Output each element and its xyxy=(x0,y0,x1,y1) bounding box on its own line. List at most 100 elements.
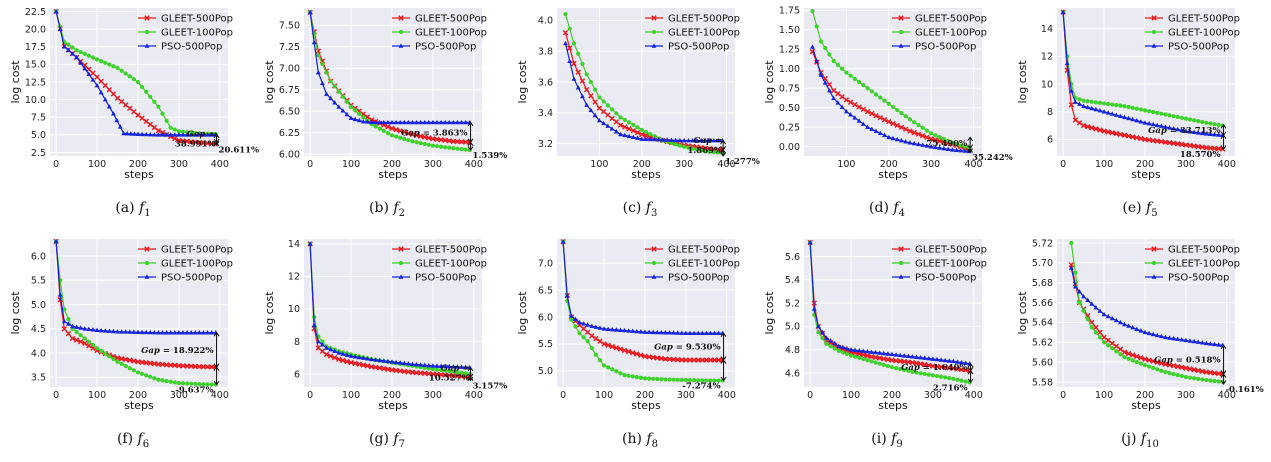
data-point xyxy=(1211,145,1218,152)
data-point xyxy=(393,359,399,365)
data-point xyxy=(820,335,825,341)
data-point xyxy=(1142,120,1148,125)
x-tick-label: 100 xyxy=(342,159,360,170)
data-point xyxy=(1216,132,1222,137)
data-point xyxy=(609,107,615,112)
gap-arrowhead xyxy=(967,362,974,368)
data-point xyxy=(434,136,440,143)
data-point xyxy=(584,329,591,335)
chart-svg: 100 200 300 400 0.00 0.25 0.50 0.75 1.00 1.25 1.50… xyxy=(763,6,1013,181)
data-point xyxy=(916,141,921,147)
data-point xyxy=(332,348,338,354)
data-point xyxy=(869,110,875,117)
data-point xyxy=(679,330,685,335)
data-point xyxy=(903,114,908,119)
data-point xyxy=(1187,366,1193,372)
data-point xyxy=(1084,123,1091,130)
data-point xyxy=(699,330,705,335)
x-axis-label: steps xyxy=(631,168,661,181)
caption-subscript: 2 xyxy=(398,207,405,219)
data-point xyxy=(127,329,133,334)
data-point xyxy=(712,378,717,383)
data-point xyxy=(143,118,149,125)
data-point xyxy=(1085,317,1090,322)
data-point xyxy=(1130,134,1136,140)
data-point xyxy=(86,343,92,349)
data-point xyxy=(571,60,577,67)
data-point xyxy=(1068,262,1075,268)
data-point xyxy=(848,73,853,78)
y-tick-label: 3.8 xyxy=(538,46,553,57)
gap-arrowhead xyxy=(213,366,220,371)
data-point xyxy=(196,363,203,370)
data-point xyxy=(563,12,568,17)
data-point xyxy=(389,125,395,132)
data-point xyxy=(609,326,615,332)
legend-marker xyxy=(651,260,657,266)
data-point xyxy=(1199,368,1205,375)
data-point xyxy=(94,82,100,88)
data-point xyxy=(98,89,104,95)
caption-label: (f) xyxy=(116,431,138,447)
data-point xyxy=(62,307,67,312)
data-point xyxy=(1117,346,1124,352)
data-point xyxy=(1151,365,1156,371)
caption-subscript: 7 xyxy=(398,438,405,450)
data-point xyxy=(1130,116,1136,122)
data-point xyxy=(127,74,132,79)
data-point xyxy=(1183,142,1189,148)
data-point xyxy=(1068,265,1074,270)
data-point xyxy=(1130,325,1136,330)
data-point xyxy=(152,99,157,104)
data-point xyxy=(601,341,607,347)
y-tick-label: 6.50 xyxy=(279,107,300,118)
data-point xyxy=(703,330,709,335)
data-point xyxy=(417,133,424,139)
data-point xyxy=(934,373,940,379)
data-point xyxy=(1134,106,1139,111)
data-point xyxy=(401,119,407,125)
data-point xyxy=(426,135,432,141)
data-point xyxy=(450,119,456,125)
legend-marker xyxy=(144,15,150,21)
data-point xyxy=(385,358,391,364)
data-point xyxy=(176,137,182,144)
data-point xyxy=(1162,139,1169,145)
gap-arrowhead xyxy=(467,146,474,151)
data-point xyxy=(434,363,440,368)
data-point xyxy=(700,378,705,383)
gap-arrowhead xyxy=(967,369,974,375)
x-tick-label: 300 xyxy=(677,390,695,401)
y-tick-label: 17.5 xyxy=(25,42,46,53)
data-point xyxy=(881,362,886,367)
data-point xyxy=(564,292,570,298)
data-point xyxy=(196,132,202,137)
data-point xyxy=(111,356,116,362)
data-point xyxy=(332,84,337,89)
legend-entry: GLEET-500Pop xyxy=(415,14,487,25)
data-point xyxy=(463,119,469,125)
data-point xyxy=(1126,323,1132,328)
data-point xyxy=(144,373,149,378)
data-point xyxy=(446,119,452,125)
y-axis-label: log cost xyxy=(9,60,22,104)
data-point xyxy=(848,353,854,358)
data-point xyxy=(569,317,574,322)
data-point xyxy=(111,328,116,334)
data-point xyxy=(815,323,821,329)
legend-entry: GLEET-100Pop xyxy=(415,28,487,39)
data-point xyxy=(613,345,620,351)
y-tick-label: 4.5 xyxy=(31,324,46,335)
data-point xyxy=(1146,364,1152,369)
data-point xyxy=(160,132,165,137)
gap-arrowhead xyxy=(1220,124,1227,129)
data-point xyxy=(139,115,145,121)
data-point xyxy=(597,338,603,344)
y-tick-label: 5.0 xyxy=(785,322,800,333)
y-tick-label: 7.5 xyxy=(31,113,46,124)
data-point xyxy=(1106,101,1111,107)
data-point xyxy=(1093,330,1098,335)
data-point xyxy=(707,149,712,154)
data-point xyxy=(832,340,838,346)
gap-annotation: 20.611% xyxy=(219,146,260,156)
